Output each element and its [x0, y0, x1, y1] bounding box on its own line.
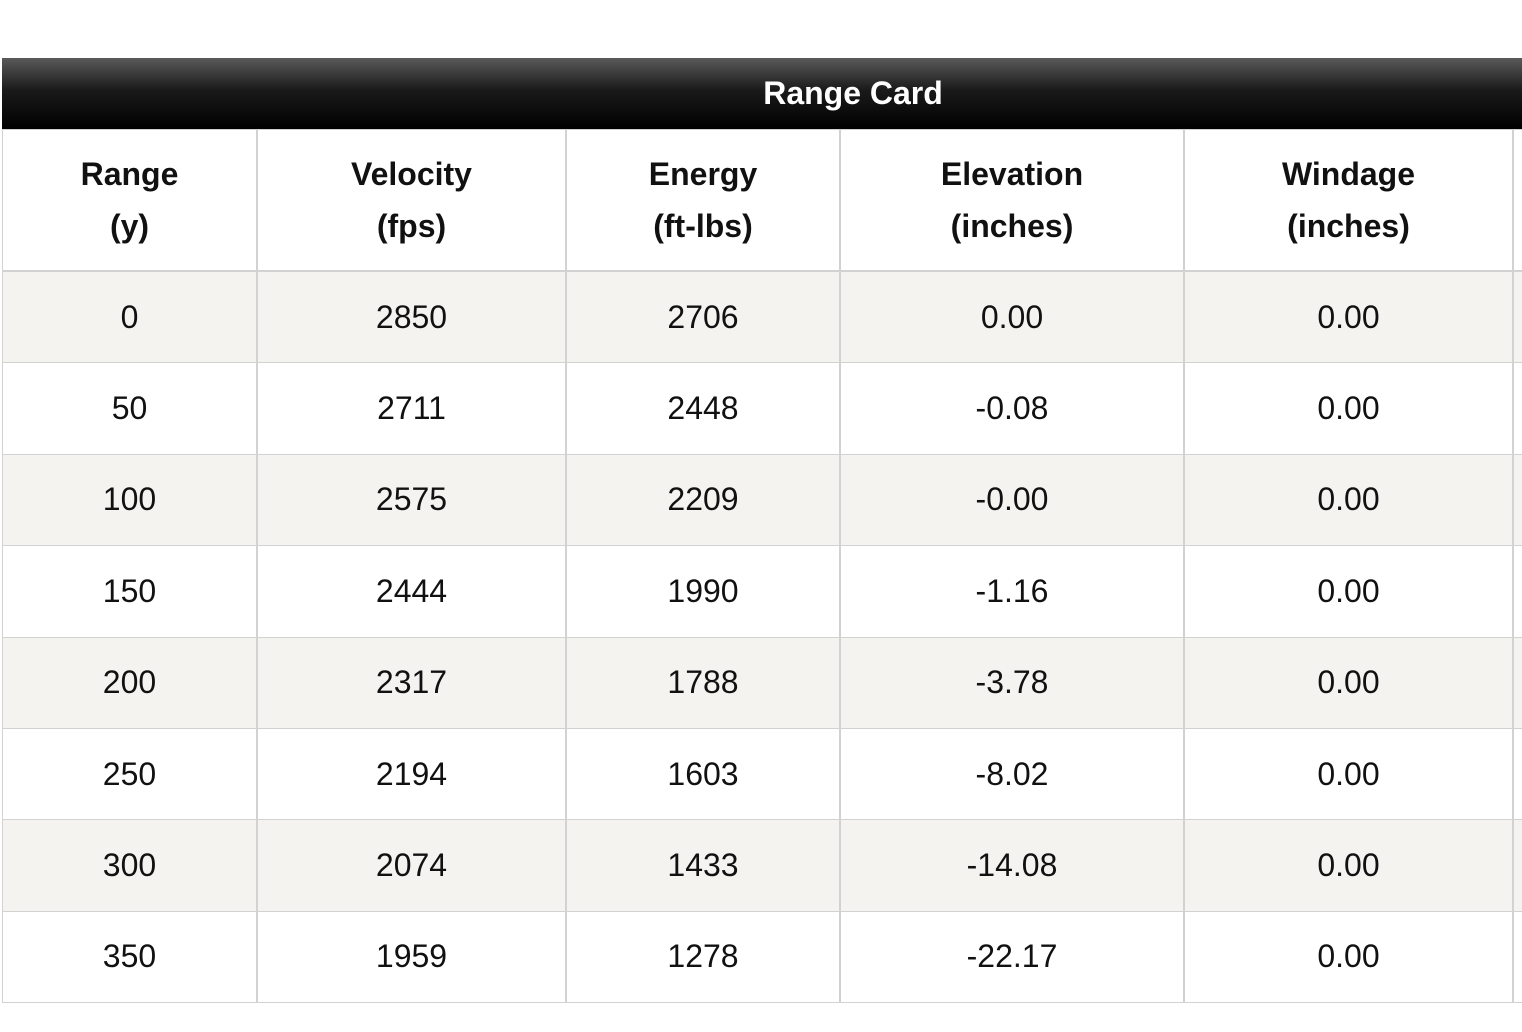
table-cell: 0.00 — [1184, 910, 1513, 1004]
table-cell: 250 — [2, 728, 257, 821]
header-line: (inches) — [950, 208, 1074, 244]
table-cell: 1603 — [566, 728, 840, 821]
table-cell: -22.17 — [840, 910, 1184, 1004]
table-cell: -0.08 — [840, 362, 1184, 455]
table-cell: 2194 — [257, 728, 566, 821]
table-cell: 200 — [2, 636, 257, 729]
table-cell: 2317 — [257, 636, 566, 729]
header-line: (fps) — [376, 208, 447, 244]
table-cell — [1513, 910, 1522, 1004]
table-title: Range Card — [2, 58, 1522, 129]
table-cell: -3.78 — [840, 636, 1184, 729]
table-cell: -14.08 — [840, 819, 1184, 912]
column-header: Velocity (fps) — [257, 129, 566, 271]
table-cell: 100 — [2, 453, 257, 547]
header-line: Range — [80, 156, 179, 192]
table-cell — [1513, 453, 1522, 547]
table-cell: 0.00 — [840, 271, 1184, 364]
table-cell: 350 — [2, 910, 257, 1004]
table-cell: 2074 — [257, 819, 566, 912]
table-cell: -8.02 — [840, 728, 1184, 821]
table-cell: 2575 — [257, 453, 566, 547]
column-header: Range (y) — [2, 129, 257, 271]
table-cell — [1513, 728, 1522, 821]
table-cell: 0 — [2, 271, 257, 364]
table-cell: 0.00 — [1184, 728, 1513, 821]
table-cell: 1433 — [566, 819, 840, 912]
table-cell — [1513, 819, 1522, 912]
header-line: (inches) — [1287, 208, 1410, 244]
table-cell: 0.00 — [1184, 636, 1513, 729]
table-cell: 2209 — [566, 453, 840, 547]
table-cell — [1513, 362, 1522, 455]
table-cell: 2850 — [257, 271, 566, 364]
table-cell: -1.16 — [840, 545, 1184, 638]
table-cell: 1278 — [566, 910, 840, 1004]
column-header: Elevation (inches) — [840, 129, 1184, 271]
header-line: (ft-lbs) — [653, 208, 753, 244]
table-cell: 1959 — [257, 910, 566, 1004]
table-cell: 2711 — [257, 362, 566, 455]
table-cell: 2706 — [566, 271, 840, 364]
table-cell: 1990 — [566, 545, 840, 638]
table-cell: 1788 — [566, 636, 840, 729]
table-cell: 0.00 — [1184, 271, 1513, 364]
header-line: Elevation — [940, 156, 1084, 192]
table-cell: 150 — [2, 545, 257, 638]
column-header: Energy (ft-lbs) — [566, 129, 840, 271]
table-cell — [1513, 636, 1522, 729]
header-line: Energy — [648, 156, 758, 192]
table-cell: 0.00 — [1184, 453, 1513, 547]
header-line: Velocity — [351, 156, 472, 192]
table-cell: 300 — [2, 819, 257, 912]
table-cell: 0.00 — [1184, 545, 1513, 638]
column-header: Windage (inches) — [1184, 129, 1513, 271]
table-cell: 2448 — [566, 362, 840, 455]
table-cell — [1513, 545, 1522, 638]
table-cell — [1513, 271, 1522, 364]
table-cell: 2444 — [257, 545, 566, 638]
table-cell: 0.00 — [1184, 819, 1513, 912]
header-line: Windage — [1281, 156, 1416, 192]
table-cell: -0.00 — [840, 453, 1184, 547]
table-cell: 0.00 — [1184, 362, 1513, 455]
table-cell: 50 — [2, 362, 257, 455]
column-header — [1513, 129, 1522, 271]
header-line: (y) — [109, 208, 150, 244]
